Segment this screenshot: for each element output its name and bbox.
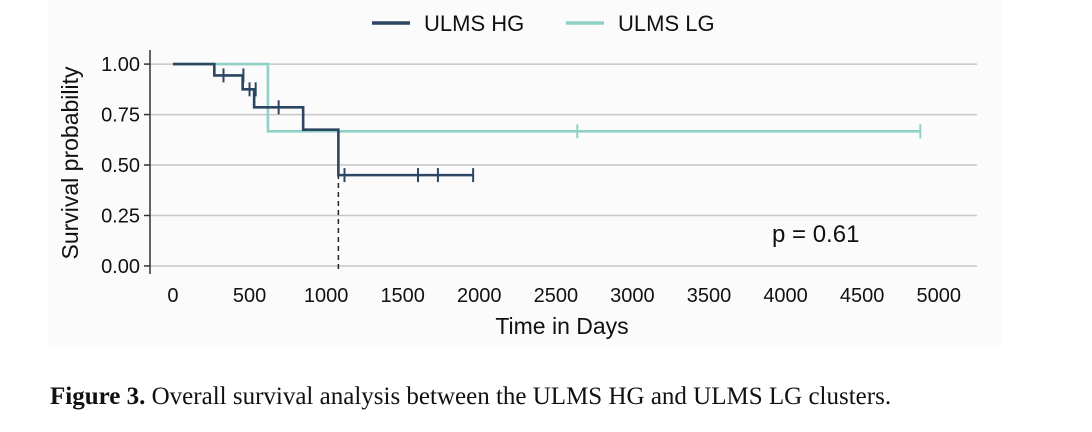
chart-panel [48,0,1003,345]
y-tick-label-1.00: 1.00 [101,54,140,76]
y-axis-label: Survival probability [57,66,83,260]
survival-chart: ULMS HG ULMS LG 0.00 0.25 0.50 0.75 1.00 0 50… [48,0,1003,345]
x-tick-label-2000: 2000 [457,285,502,307]
x-tick-label-4000: 4000 [763,285,808,307]
legend: ULMS HG ULMS LG [372,11,715,36]
y-tick-label-0.50: 0.50 [101,155,140,177]
x-tick-labels: 0 500 1000 1500 2000 2500 3000 3500 4000 4500 5000 [167,285,961,307]
series-layer [172,62,922,272]
x-tick-label-3500: 3500 [687,285,732,307]
y-tick-labels: 0.00 0.25 0.50 0.75 1.00 [101,54,140,278]
x-axis-label: Time in Days [495,313,628,339]
x-tick-label-5000: 5000 [916,285,961,307]
x-tick-label-0: 0 [167,285,178,307]
survival-curve-ulms-lg [172,62,921,133]
y-tick-label-0.00: 0.00 [101,256,140,278]
x-tick-label-3000: 3000 [610,285,655,307]
figure-caption: Figure 3. Overall survival analysis betw… [50,383,1090,411]
x-tick-label-500: 500 [233,285,266,307]
x-tick-label-1500: 1500 [380,285,425,307]
legend-label-ulms-lg: ULMS LG [618,11,715,36]
y-tick-label-0.75: 0.75 [101,105,140,127]
figure-caption-text: Overall survival analysis between the UL… [145,383,892,410]
y-tick-label-0.25: 0.25 [101,205,140,227]
figure-caption-label: Figure 3. [50,383,146,410]
x-tick-label-1000: 1000 [304,285,349,307]
x-tick-label-4500: 4500 [840,285,885,307]
p-value-annotation: p = 0.61 [772,221,859,248]
survival-curve-ulms-hg [172,62,474,177]
x-tick-label-2500: 2500 [534,285,579,307]
gridlines [144,63,977,267]
legend-label-ulms-hg: ULMS HG [424,11,524,36]
